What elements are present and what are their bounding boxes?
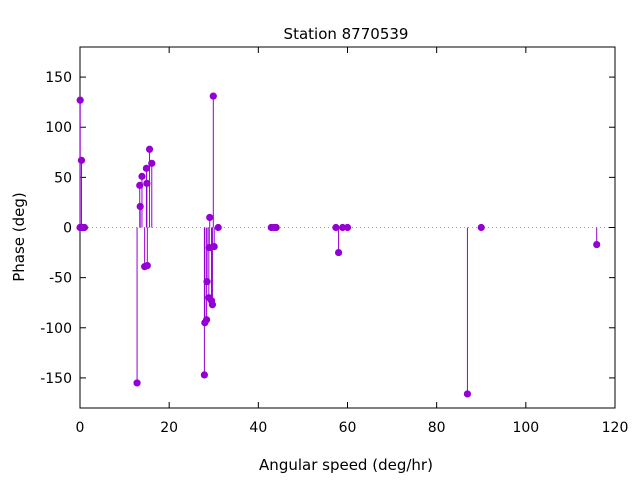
x-tick-label: 100 bbox=[512, 420, 539, 436]
data-point bbox=[209, 92, 217, 100]
data-point bbox=[343, 223, 352, 232]
data-point bbox=[210, 242, 218, 251]
data-point bbox=[593, 240, 601, 249]
x-axis-ticks: 0 20 40 60 80 100 120 bbox=[76, 47, 629, 436]
data-point bbox=[200, 371, 208, 379]
data-point bbox=[203, 278, 211, 286]
data-point bbox=[145, 145, 154, 153]
x-tick-label: 120 bbox=[602, 420, 629, 436]
data-point bbox=[138, 172, 146, 180]
data-point bbox=[76, 96, 84, 104]
x-tick-label: 0 bbox=[76, 420, 85, 436]
data-series bbox=[76, 92, 601, 398]
data-point bbox=[133, 379, 141, 387]
data-point bbox=[334, 248, 343, 257]
y-axis-ticks: -150 -100 -50 0 50 100 150 bbox=[40, 70, 615, 387]
data-point bbox=[477, 223, 485, 232]
data-point bbox=[80, 223, 89, 232]
data-point bbox=[206, 213, 214, 222]
y-tick-label: 0 bbox=[63, 221, 72, 237]
y-tick-label: 150 bbox=[45, 70, 72, 86]
data-point bbox=[143, 179, 151, 187]
data-point bbox=[463, 390, 472, 398]
data-point bbox=[142, 164, 151, 172]
x-tick-label: 60 bbox=[339, 420, 357, 436]
y-tick-label: -50 bbox=[49, 271, 72, 287]
chart-title: Station 8770539 bbox=[284, 25, 409, 43]
data-point bbox=[332, 223, 340, 232]
x-axis-title: Angular speed (deg/hr) bbox=[259, 456, 433, 474]
y-axis-title: Phase (deg) bbox=[10, 192, 28, 282]
y-tick-label: 50 bbox=[54, 170, 72, 186]
data-point bbox=[77, 156, 86, 164]
x-tick-label: 40 bbox=[249, 420, 267, 436]
data-point bbox=[203, 316, 211, 324]
data-point bbox=[208, 301, 217, 309]
data-point bbox=[272, 223, 280, 232]
data-point bbox=[136, 202, 144, 211]
y-tick-label: -100 bbox=[40, 321, 72, 337]
x-tick-label: 80 bbox=[428, 420, 446, 436]
y-tick-label: 100 bbox=[45, 120, 72, 136]
data-point bbox=[214, 223, 222, 232]
x-tick-label: 20 bbox=[160, 420, 178, 436]
data-point bbox=[148, 159, 156, 167]
data-point bbox=[143, 262, 151, 270]
y-tick-label: -150 bbox=[40, 371, 72, 387]
